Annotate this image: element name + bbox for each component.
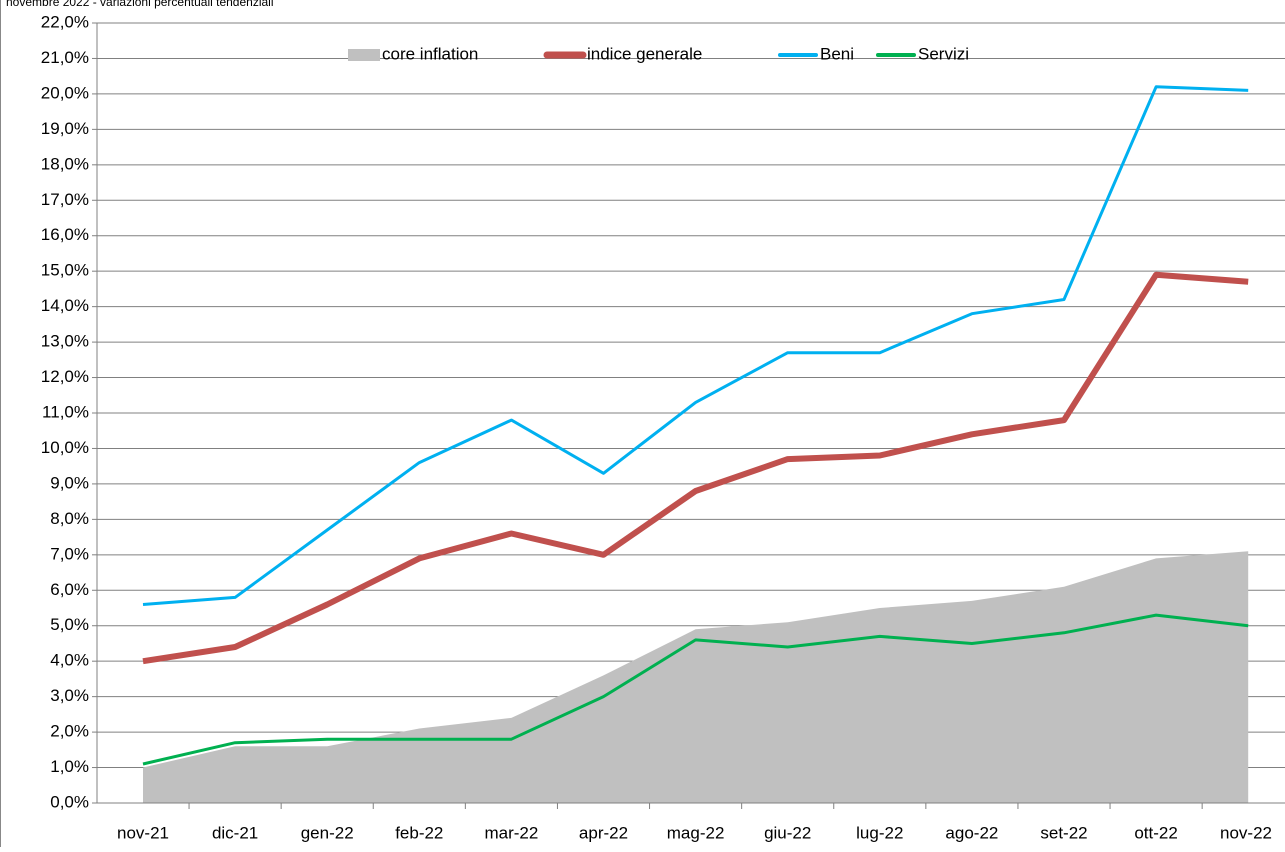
x-tick-label: ago-22 [945, 823, 998, 842]
x-tick-label: dic-21 [212, 823, 258, 842]
y-tick-label: 7,0% [50, 544, 89, 563]
x-tick-label: nov-21 [117, 823, 169, 842]
legend-label: Servizi [918, 44, 969, 63]
y-tick-label: 10,0% [41, 438, 89, 457]
x-tick-label: mar-22 [484, 823, 538, 842]
line [142, 613, 1249, 766]
y-tick-label: 14,0% [41, 296, 89, 315]
x-tick-label: giu-22 [764, 823, 811, 842]
y-tick-label: 2,0% [50, 722, 89, 741]
y-tick-label: 16,0% [41, 225, 89, 244]
y-tick-label: 12,0% [41, 367, 89, 386]
y-tick-label: 3,0% [50, 686, 89, 705]
y-tick-label: 13,0% [41, 332, 89, 351]
y-tick-label: 19,0% [41, 119, 89, 138]
x-tick-label: apr-22 [579, 823, 628, 842]
y-tick-label: 6,0% [50, 580, 89, 599]
line [142, 271, 1249, 665]
y-tick-label: 8,0% [50, 509, 89, 528]
y-tick-label: 15,0% [41, 261, 89, 280]
y-tick-label: 0,0% [50, 792, 89, 811]
x-tick-label: feb-22 [395, 823, 443, 842]
legend-label: indice generale [587, 44, 702, 63]
x-tick-label: lug-22 [856, 823, 903, 842]
legend-label: Beni [820, 44, 854, 63]
x-tick-label: nov-22 [1220, 823, 1272, 842]
y-tick-label: 18,0% [41, 154, 89, 173]
legend-label: core inflation [382, 44, 478, 63]
chart-title: novembre 2022 - variazioni percentuali t… [6, 0, 274, 9]
y-tick-label: 1,0% [50, 757, 89, 776]
y-tick-label: 9,0% [50, 473, 89, 492]
x-tick-label: gen-22 [301, 823, 354, 842]
x-tick-label: ott-22 [1134, 823, 1177, 842]
x-tick-label: set-22 [1040, 823, 1087, 842]
legend-swatch [348, 49, 380, 61]
y-tick-label: 21,0% [41, 48, 89, 67]
x-tick-label: mag-22 [667, 823, 725, 842]
y-tick-label: 4,0% [50, 651, 89, 670]
y-tick-label: 5,0% [50, 615, 89, 634]
line [142, 85, 1249, 606]
y-tick-label: 20,0% [41, 83, 89, 102]
y-tick-label: 11,0% [42, 402, 89, 421]
y-tick-label: 22,0% [41, 12, 89, 31]
y-tick-label: 17,0% [41, 190, 89, 209]
